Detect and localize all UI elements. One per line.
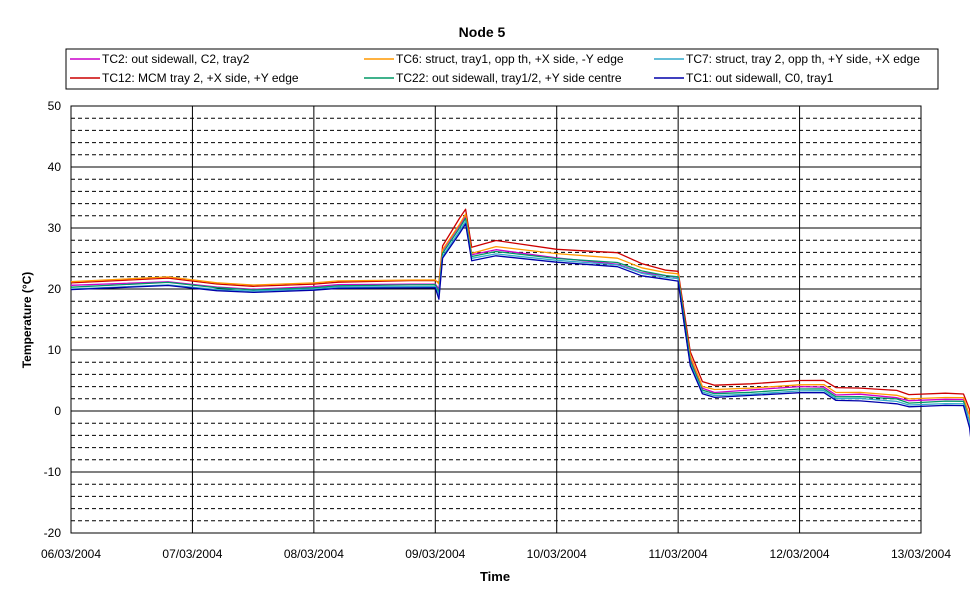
series-line-5 xyxy=(70,220,970,432)
legend-label: TC2: out sidewall, C2, tray2 xyxy=(102,52,250,66)
legend-label: TC7: struct, tray 2, opp th, +Y side, +X… xyxy=(686,52,920,66)
x-tick-label: 12/03/2004 xyxy=(770,547,830,561)
x-tick-label: 09/03/2004 xyxy=(405,547,465,561)
legend-label: TC22: out sidewall, tray1/2, +Y side cen… xyxy=(396,71,622,85)
y-tick-label: 30 xyxy=(48,221,62,235)
x-tick-label: 08/03/2004 xyxy=(284,547,344,561)
y-tick-label: 0 xyxy=(54,404,61,418)
legend-box xyxy=(65,48,939,90)
legend-label: TC12: MCM tray 2, +X side, +Y edge xyxy=(102,71,299,85)
chart-title: Node 5 xyxy=(459,24,506,40)
y-tick-label: -10 xyxy=(44,465,62,479)
x-tick-labels: 06/03/2004 07/03/2004 08/03/2004 09/03/2004… xyxy=(41,547,951,561)
x-tick-label: 10/03/2004 xyxy=(527,547,587,561)
x-axis-label: Time xyxy=(480,569,510,584)
y-tick-label: 10 xyxy=(48,343,62,357)
y-tick-label: 20 xyxy=(48,282,62,296)
y-tick-label: 50 xyxy=(48,99,62,113)
x-tick-label: 07/03/2004 xyxy=(162,547,222,561)
x-tick-label: 06/03/2004 xyxy=(41,547,101,561)
series-line-6 xyxy=(70,223,970,438)
plot-frame xyxy=(70,105,922,534)
gridlines xyxy=(71,106,921,533)
y-tick-label: 40 xyxy=(48,160,62,174)
x-tick-label: 13/03/2004 xyxy=(891,547,951,561)
series-line-3 xyxy=(70,213,970,426)
x-tick-label: 11/03/2004 xyxy=(649,547,708,561)
y-tick-label: -20 xyxy=(44,526,62,540)
legend-label: TC1: out sidewall, C0, tray1 xyxy=(686,71,834,85)
legend-label: TC6: struct, tray1, opp th, +X side, -Y … xyxy=(396,52,624,66)
series-lines xyxy=(70,208,970,438)
series-line-4 xyxy=(70,217,970,432)
y-axis-label: Temperature (°C) xyxy=(20,272,34,369)
legend: TC2: out sidewall, C2, tray2 TC12: MCM tr… xyxy=(65,48,939,90)
plot-area xyxy=(70,105,970,534)
y-tick-labels: -20 -10 0 10 20 30 40 50 xyxy=(44,99,62,540)
